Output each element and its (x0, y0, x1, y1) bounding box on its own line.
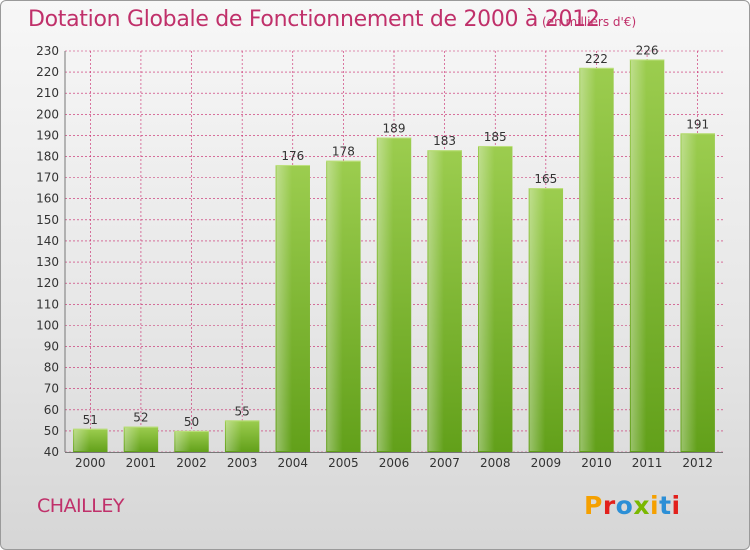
bar-highlight (428, 151, 444, 451)
y-tick-label: 170 (36, 171, 59, 185)
logo-letter: r (602, 491, 616, 520)
x-tick-label: 2000 (75, 456, 106, 470)
y-tick-label: 180 (36, 150, 59, 164)
logo-letter: t (659, 491, 672, 520)
value-label: 226 (636, 43, 659, 57)
logo-letter: i (671, 491, 681, 520)
value-label: 55 (235, 404, 250, 418)
bar-highlight (124, 427, 141, 451)
y-tick-label: 150 (36, 213, 59, 227)
bar-highlight (74, 429, 90, 451)
value-label: 50 (184, 415, 199, 429)
y-tick-label: 190 (36, 128, 59, 142)
value-label: 176 (281, 149, 304, 163)
x-tick-label: 2001 (126, 456, 157, 470)
y-tick-label: 120 (36, 276, 59, 290)
x-tick-label: 2008 (480, 456, 511, 470)
value-label: 191 (686, 117, 709, 131)
y-tick-label: 80 (44, 361, 59, 375)
x-tick-label: 2007 (429, 456, 460, 470)
y-tick-label: 70 (44, 382, 59, 396)
x-tick-label: 2004 (277, 456, 308, 470)
value-label: 183 (433, 134, 456, 148)
y-tick-label: 110 (36, 297, 59, 311)
value-label: 222 (585, 52, 608, 66)
x-tick-label: 2002 (176, 456, 207, 470)
x-tick-label: 2012 (682, 456, 713, 470)
x-tick-label: 2009 (531, 456, 562, 470)
bar-highlight (175, 431, 191, 451)
y-tick-label: 100 (36, 318, 59, 332)
bar-highlight (529, 189, 546, 451)
city-name: CHAILLEY (37, 495, 124, 517)
bar-highlight (327, 161, 343, 451)
value-label: 165 (534, 172, 557, 186)
y-tick-label: 130 (36, 255, 59, 269)
logo-letter: P (584, 491, 603, 520)
y-tick-label: 90 (44, 339, 59, 353)
value-label: 178 (332, 145, 355, 159)
y-tick-label: 220 (36, 65, 59, 79)
y-tick-label: 40 (44, 445, 59, 459)
y-tick-label: 140 (36, 234, 59, 248)
chart-title: Dotation Globale de Fonctionnement de 20… (28, 7, 600, 32)
bar-highlight (580, 68, 596, 451)
logo-letter: x (633, 491, 650, 520)
value-label: 189 (383, 122, 406, 136)
x-tick-label: 2003 (227, 456, 258, 470)
value-label: 52 (133, 411, 148, 425)
value-label: 185 (484, 130, 507, 144)
bar-highlight (225, 421, 242, 451)
y-tick-label: 50 (44, 424, 59, 438)
x-tick-label: 2006 (379, 456, 410, 470)
y-tick-label: 160 (36, 192, 59, 206)
logo-letter: o (615, 491, 634, 520)
value-label: 51 (83, 413, 98, 427)
proxiti-logo[interactable]: Proxiti (584, 491, 681, 520)
x-tick-label: 2005 (328, 456, 359, 470)
bar-highlight (276, 165, 293, 451)
x-tick-label: 2011 (632, 456, 663, 470)
y-tick-label: 60 (44, 403, 59, 417)
y-tick-label: 200 (36, 107, 59, 121)
x-tick-label: 2010 (581, 456, 612, 470)
bar-highlight (377, 138, 394, 451)
bar-highlight (681, 134, 697, 451)
y-tick-label: 230 (36, 44, 59, 58)
y-tick-label: 210 (36, 86, 59, 100)
chart-unit: (en milliers d'€) (542, 15, 637, 29)
bar-highlight (479, 146, 495, 451)
bar-highlight (630, 60, 647, 451)
logo-letter: i (650, 491, 660, 520)
